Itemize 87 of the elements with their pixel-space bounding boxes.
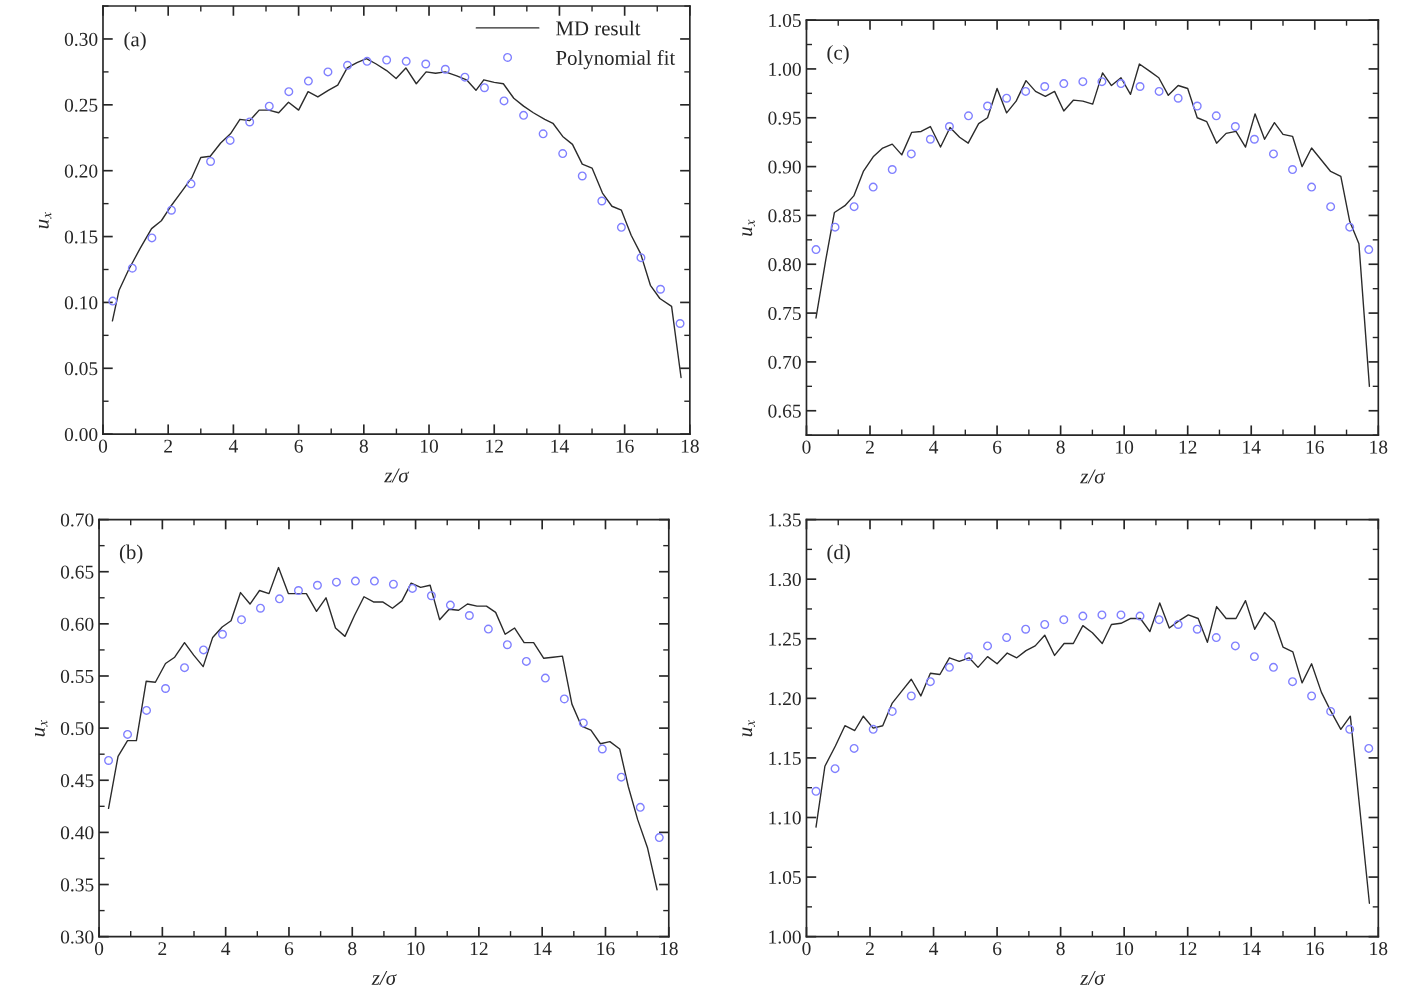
y-tick-label: 0.50 <box>60 721 94 736</box>
x-tick-label: 18 <box>1370 440 1388 454</box>
y-tick-label: 0.10 <box>64 296 98 310</box>
x-tick-label: 12 <box>1179 942 1197 956</box>
y-tick-label: 0.70 <box>768 355 801 369</box>
x-tick-label: 12 <box>1179 440 1197 454</box>
x-tick-label: 0 <box>802 942 811 956</box>
x-tick-label: 18 <box>1370 942 1388 956</box>
x-tick-label: 16 <box>1306 942 1324 956</box>
x-tick-label: 16 <box>616 439 634 453</box>
x-tick-label: 12 <box>486 439 503 453</box>
x-axis-title: z/σ <box>384 468 410 483</box>
x-tick-label: 4 <box>929 440 939 454</box>
y-axis-title: u$_{x}$ <box>38 212 52 229</box>
x-tick-label: 8 <box>359 439 368 453</box>
x-tick-label: 10 <box>421 439 439 453</box>
x-tick-label: 14 <box>1243 942 1261 956</box>
legend-label: MD result <box>556 20 641 36</box>
x-tick-label: 0 <box>98 439 108 453</box>
y-tick-label: 0.35 <box>60 878 94 892</box>
y-tick-label: 0.45 <box>60 774 94 788</box>
y-axis-title: u$_{x}$ <box>742 720 755 737</box>
y-tick-label: 1.30 <box>769 572 801 587</box>
x-tick-label: 6 <box>993 942 1002 956</box>
y-tick-label: 1.05 <box>769 13 801 28</box>
x-tick-label: 16 <box>597 942 615 956</box>
y-tick-label: 0.70 <box>60 513 94 527</box>
x-tick-label: 10 <box>1116 440 1134 454</box>
y-tick-label: 0.05 <box>64 362 98 376</box>
x-tick-label: 2 <box>866 942 874 956</box>
y-tick-label: 1.00 <box>769 930 801 944</box>
x-tick-label: 14 <box>1243 440 1261 454</box>
x-tick-label: 2 <box>866 440 874 454</box>
y-tick-label: 1.20 <box>769 692 801 706</box>
x-tick-label: 16 <box>1306 440 1324 454</box>
x-tick-label: 10 <box>407 942 425 956</box>
x-tick-label: 8 <box>348 942 357 956</box>
y-tick-label: 0.95 <box>768 111 801 125</box>
y-tick-label: 0.25 <box>64 98 98 112</box>
x-tick-label: 4 <box>228 439 238 453</box>
x-tick-label: 0 <box>94 942 104 956</box>
y-tick-label: 0.90 <box>768 160 801 174</box>
x-tick-label: 6 <box>993 440 1002 454</box>
x-tick-label: 10 <box>1116 942 1134 956</box>
y-tick-label: 0.40 <box>60 826 94 840</box>
y-tick-label: 0.75 <box>768 306 801 321</box>
x-axis-title: z/σ <box>1080 469 1106 484</box>
x-tick-label: 6 <box>284 942 294 956</box>
y-tick-label: 0.00 <box>64 427 98 442</box>
legend-label: Polynomial fit <box>556 50 676 70</box>
x-axis-title: z/σ <box>371 970 397 985</box>
y-tick-label: 0.65 <box>768 404 801 418</box>
y-tick-label: 1.10 <box>769 811 801 825</box>
y-tick-label: 1.25 <box>769 632 801 646</box>
y-tick-label: 0.85 <box>768 209 801 223</box>
y-tick-label: 0.30 <box>64 32 98 46</box>
annotation: (b) <box>119 544 143 564</box>
x-axis-title: z/σ <box>1080 970 1106 985</box>
y-tick-label: 0.60 <box>60 617 94 631</box>
y-axis-title: u$_{x}$ <box>35 720 48 737</box>
y-tick-label: 1.05 <box>769 870 801 885</box>
x-tick-label: 12 <box>470 942 488 956</box>
x-tick-label: 2 <box>164 439 172 453</box>
y-tick-label: 1.15 <box>769 751 801 765</box>
x-tick-label: 0 <box>802 440 811 454</box>
x-tick-label: 14 <box>551 439 569 453</box>
y-tick-label: 0.65 <box>60 565 94 579</box>
x-tick-label: 18 <box>660 942 678 956</box>
y-tick-label: 0.80 <box>768 258 801 272</box>
x-tick-label: 4 <box>929 942 939 956</box>
x-tick-label: 6 <box>294 439 303 453</box>
x-tick-label: 8 <box>1056 440 1065 454</box>
annotation: (c) <box>827 45 849 64</box>
y-axis-title: u$_{x}$ <box>742 219 755 236</box>
y-tick-label: 1.00 <box>769 62 801 76</box>
x-tick-label: 4 <box>221 942 231 956</box>
x-tick-label: 18 <box>681 439 699 453</box>
x-tick-label: 8 <box>1056 942 1065 956</box>
y-tick-label: 0.15 <box>64 230 98 244</box>
y-tick-label: 0.20 <box>64 164 98 178</box>
y-tick-label: 0.30 <box>60 930 94 944</box>
x-tick-label: 14 <box>534 942 552 956</box>
annotation: (d) <box>827 544 850 564</box>
y-tick-label: 1.35 <box>769 513 801 527</box>
y-tick-label: 0.55 <box>60 669 94 684</box>
x-tick-label: 2 <box>158 942 167 956</box>
annotation: (a) <box>124 31 146 51</box>
